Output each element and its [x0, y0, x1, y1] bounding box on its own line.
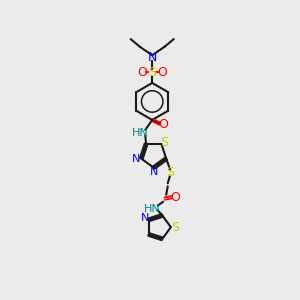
Text: O: O: [158, 118, 168, 131]
Text: S: S: [171, 221, 179, 234]
Text: S: S: [166, 166, 174, 179]
Text: N: N: [150, 167, 159, 176]
Text: HN: HN: [144, 204, 161, 214]
Text: N: N: [141, 213, 150, 223]
Text: N: N: [132, 154, 140, 164]
Text: O: O: [137, 66, 147, 79]
Text: O: O: [170, 190, 180, 204]
Text: O: O: [157, 66, 167, 79]
Text: HN: HN: [131, 128, 148, 138]
Text: S: S: [160, 136, 169, 149]
Text: N: N: [148, 51, 157, 64]
Text: S: S: [148, 66, 156, 79]
